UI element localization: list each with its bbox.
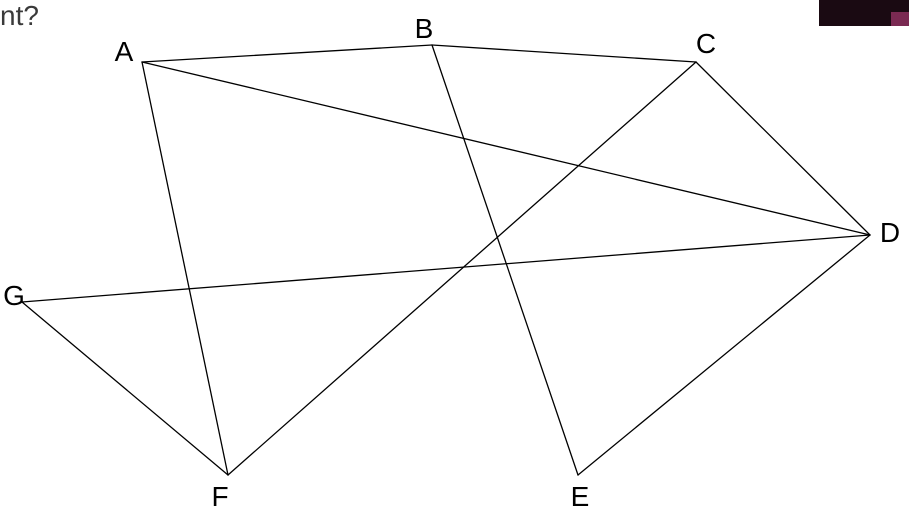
node-label-E: E [571,481,590,513]
node-label-B: B [415,13,434,45]
edge-D-E [578,235,870,475]
graph-edges [0,0,909,525]
diagram-stage: A B C D E F G [0,0,909,525]
corner-decorative-box [819,0,909,26]
node-label-A: A [115,36,134,68]
node-label-C: C [696,28,716,60]
edge-A-D [142,62,870,235]
edge-F-C [228,62,696,475]
edge-A-B [142,45,432,62]
edge-B-C [432,45,696,62]
edge-G-D [22,235,870,302]
node-label-D: D [880,217,900,249]
corner-text-fragment: nt? [0,0,39,32]
edge-C-D [696,62,870,235]
node-label-G: G [3,280,25,312]
node-label-F: F [211,481,228,513]
